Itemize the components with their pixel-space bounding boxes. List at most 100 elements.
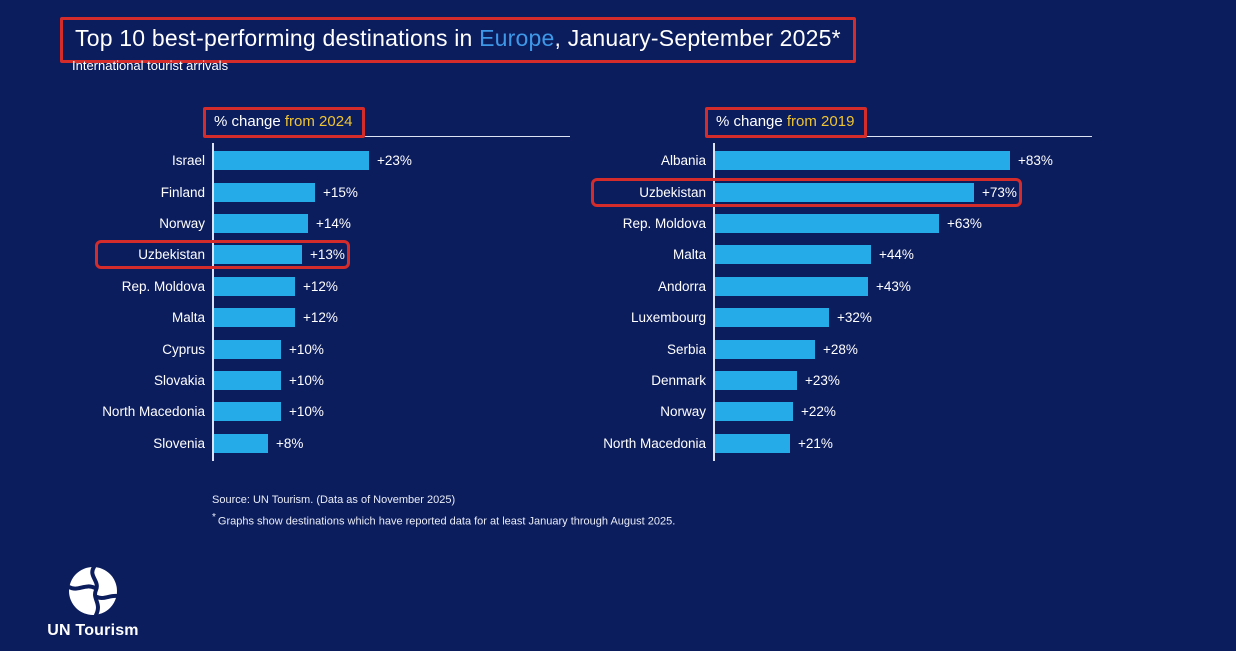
un-tourism-globe-icon [67,565,119,617]
category-label-uzbekistan: Uzbekistan [138,247,205,263]
chart-row-luxembourg: Luxembourg +32% [596,302,1092,333]
chart-row-inner: Norway +14% [100,213,351,233]
category-label-rep-moldova: Rep. Moldova [622,215,706,231]
chart-row-slovenia: Slovenia +8% [100,428,570,459]
chart-row-norway: Norway +22% [596,396,1092,427]
bar-uzbekistan [715,182,974,202]
chart-row-rep-moldova: Rep. Moldova +12% [100,271,570,302]
value-label-uzbekistan: +13% [310,247,345,263]
chart-row-north-macedonia: North Macedonia +21% [596,428,1092,459]
title-prefix: Top 10 best-performing destinations in [75,25,480,51]
bar-uzbekistan [214,245,302,265]
bar-norway [214,213,308,233]
chart-row-finland: Finland +15% [100,176,570,207]
bar-wrap: +23% [214,151,412,171]
chart-row-inner: Norway +22% [596,402,836,422]
chart-row-inner: Rep. Moldova +63% [596,213,982,233]
chart-row-north-macedonia: North Macedonia +10% [100,396,570,427]
category-label-luxembourg: Luxembourg [630,310,706,326]
bar-wrap: +12% [214,276,338,296]
bar-wrap: +73% [715,182,1017,202]
chart-row-cyprus: Cyprus +10% [100,333,570,364]
chart-row-inner: Malta +44% [596,245,914,265]
source-line: Source: UN Tourism. (Data as of November… [212,494,456,506]
chart-header-prefix: % change [716,113,787,130]
footnote-line: * Graphs show destinations which have rep… [212,509,675,531]
bar-israel [214,151,369,171]
y-axis-line [713,143,715,461]
chart-header-highlight: from 2019 [786,113,855,130]
bar-serbia [715,339,815,359]
value-label-uzbekistan: +73% [982,184,1017,200]
bar-wrap: +12% [214,308,338,328]
value-label-slovenia: +8% [276,435,304,451]
value-label-norway: +14% [316,215,351,231]
chart-row-inner: Slovakia +10% [100,370,324,390]
chart-row-inner: Albania +83% [596,151,1053,171]
chart-row-inner: North Macedonia +21% [596,433,833,453]
bar-slovenia [214,433,268,453]
category-label-north-macedonia: North Macedonia [102,404,205,420]
footnote-text: Graphs show destinations which have repo… [217,515,676,528]
value-label-cyprus: +10% [289,341,324,357]
bar-wrap: +10% [214,370,324,390]
chart-row-inner: Rep. Moldova +12% [100,276,338,296]
bar-rep-moldova [214,276,295,296]
source-note: Source: UN Tourism. (Data as of November… [212,491,675,531]
bar-wrap: +8% [214,433,304,453]
bar-north-macedonia [715,433,790,453]
chart-row-serbia: Serbia +28% [596,333,1092,364]
chart-row-malta: Malta +12% [100,302,570,333]
value-label-rep-moldova: +12% [303,278,338,294]
bar-wrap: +44% [715,245,914,265]
chart-row-uzbekistan: Uzbekistan +13% [95,239,570,270]
value-label-malta: +12% [303,310,338,326]
bar-wrap: +15% [214,182,358,202]
logo-text: UN Tourism [47,622,139,639]
category-label-slovenia: Slovenia [153,435,205,451]
category-label-cyprus: Cyprus [162,341,205,357]
chart-row-inner: Finland +15% [100,182,358,202]
chart-row-inner: North Macedonia +10% [100,402,324,422]
bar-cyprus [214,339,281,359]
chart-row-inner: Serbia +28% [596,339,858,359]
category-label-malta: Malta [171,310,205,326]
chart-header-prefix: % change [214,113,285,130]
category-label-slovakia: Slovakia [153,372,205,388]
bar-north-macedonia [214,402,281,422]
value-label-luxembourg: +32% [837,310,872,326]
subtitle: International tourist arrivals [72,58,229,73]
chart-change-from-2019: % change from 2019 Albania +83% Uzbekistan… [591,107,1092,467]
footnote-marker: * [212,512,216,523]
bar-malta [214,308,295,328]
category-label-north-macedonia: North Macedonia [603,435,706,451]
bar-albania [715,151,1010,171]
category-label-serbia: Serbia [666,341,706,357]
bar-slovakia [214,370,281,390]
chart-header-highlight: from 2024 [284,113,353,130]
category-label-albania: Albania [660,153,706,169]
chart-change-from-2024: % change from 2024 Israel +23% Finland +15%… [95,107,570,467]
value-label-slovakia: +10% [289,372,324,388]
category-label-malta: Malta [672,247,706,263]
chart-row-israel: Israel +23% [100,145,570,176]
chart-row-norway: Norway +14% [100,208,570,239]
value-label-north-macedonia: +10% [289,404,324,420]
chart-row-inner: Malta +12% [100,308,338,328]
chart-row-albania: Albania +83% [596,145,1092,176]
title-box: Top 10 best-performing destinations in E… [60,17,856,63]
title-suffix: , January-September 2025* [554,25,841,51]
value-label-albania: +83% [1018,153,1053,169]
value-label-serbia: +28% [823,341,858,357]
y-axis-line [212,143,214,461]
chart-row-rep-moldova: Rep. Moldova +63% [596,208,1092,239]
bar-wrap: +22% [715,402,836,422]
chart-header-2019: % change from 2019 [705,107,868,138]
bar-wrap: +83% [715,151,1053,171]
bar-norway [715,402,793,422]
bar-rows: Israel +23% Finland +15% Norway +14% Uzbekista… [95,145,570,459]
bar-wrap: +28% [715,339,858,359]
un-tourism-logo: UN Tourism [33,565,153,640]
value-label-norway: +22% [801,404,836,420]
chart-row-malta: Malta +44% [596,239,1092,270]
